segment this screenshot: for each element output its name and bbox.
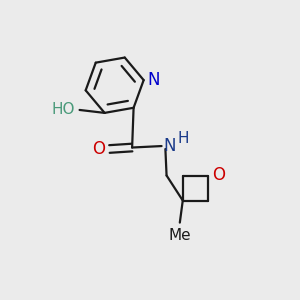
Text: N: N (148, 70, 160, 88)
Text: O: O (212, 166, 225, 184)
Text: Me: Me (169, 228, 191, 243)
Text: H: H (177, 131, 189, 146)
Text: N: N (163, 137, 175, 155)
Text: HO: HO (52, 102, 75, 117)
Text: O: O (92, 140, 105, 158)
